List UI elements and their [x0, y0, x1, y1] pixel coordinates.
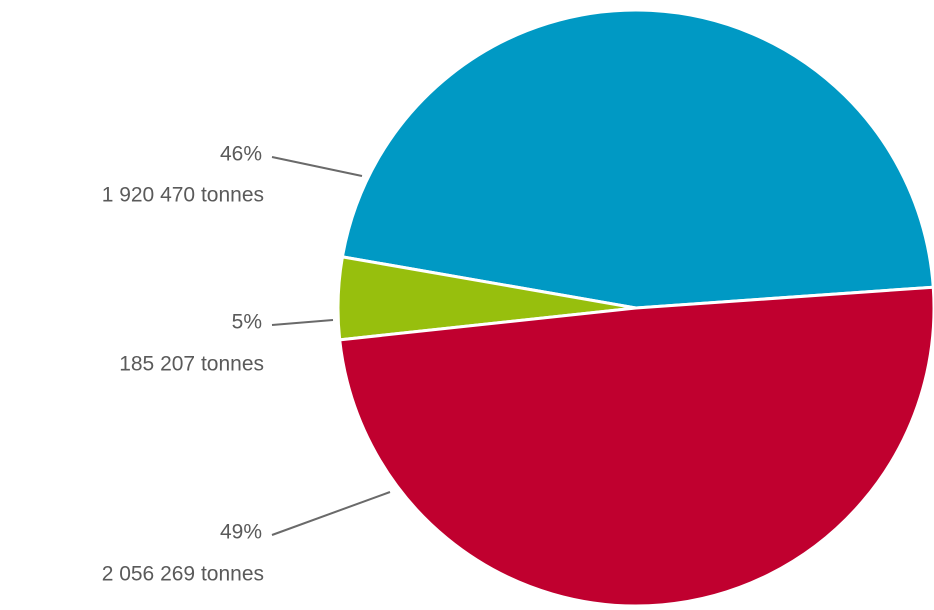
percent-label: 49%: [220, 521, 262, 544]
leader-line: [271, 319, 334, 326]
percent-label: 46%: [220, 143, 262, 166]
pie-slice: [338, 285, 934, 608]
leader-line: [271, 491, 391, 536]
pie-slice: [340, 8, 934, 310]
leader-line: [271, 156, 363, 177]
tonnes-label: 1 920 470 tonnes: [102, 184, 264, 207]
tonnes-label: 185 207 tonnes: [119, 353, 264, 376]
tonnes-label: 2 056 269 tonnes: [102, 563, 264, 586]
percent-label: 5%: [232, 311, 262, 334]
